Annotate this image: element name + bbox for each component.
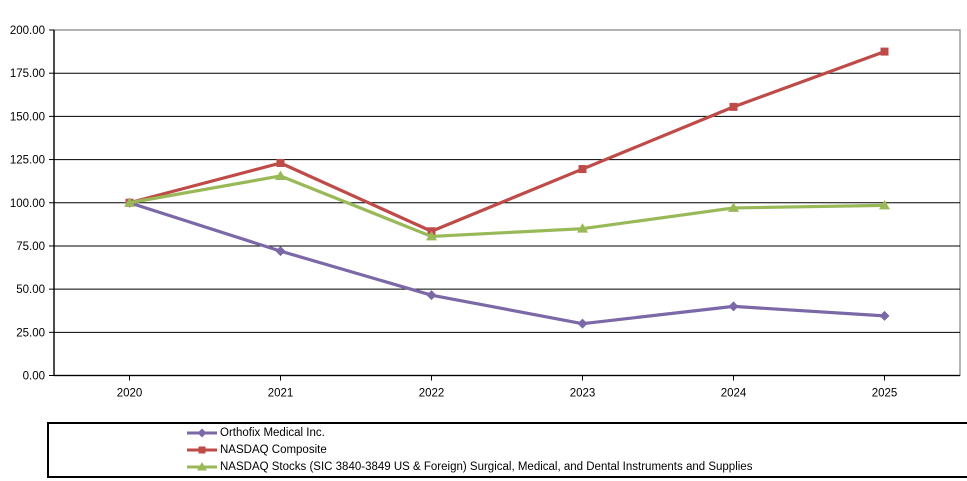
legend-label: Orthofix Medical Inc. [220, 426, 325, 439]
square-line-marker-icon [186, 444, 218, 456]
svg-text:0.00: 0.00 [23, 371, 45, 383]
svg-text:50.00: 50.00 [16, 284, 45, 296]
diamond-line-marker-icon [186, 427, 218, 439]
svg-text:175.00: 175.00 [10, 68, 45, 80]
series-line [127, 174, 887, 239]
data-point-marker [426, 290, 437, 301]
data-point-marker [880, 47, 889, 56]
svg-text:150.00: 150.00 [10, 111, 45, 123]
svg-text:2020: 2020 [117, 388, 143, 400]
data-point-marker [577, 223, 588, 233]
svg-text:2024: 2024 [721, 388, 747, 400]
svg-text:2022: 2022 [419, 388, 445, 400]
data-point-marker [275, 170, 286, 180]
svg-text:75.00: 75.00 [16, 241, 45, 253]
svg-text:2025: 2025 [872, 388, 898, 400]
data-point-marker [276, 159, 285, 168]
svg-text:200.00: 200.00 [10, 25, 45, 37]
y-axis-labels: 0.00 25.00 50.00 75.00 100.00 125.00 150.00 175… [10, 25, 45, 383]
gridlines [49, 29, 960, 376]
x-axis-labels: 2020 2021 2022 2023 2024 2025 [117, 375, 898, 400]
data-point-marker [879, 199, 890, 210]
svg-text:2023: 2023 [570, 388, 596, 400]
data-point-marker [124, 197, 135, 207]
legend-item-nasdaq-composite: NASDAQ Composite [186, 442, 967, 459]
data-point-marker [728, 202, 739, 212]
data-point-marker [879, 310, 890, 321]
data-point-marker [426, 230, 437, 241]
legend-label: NASDAQ Composite [220, 443, 327, 456]
data-point-marker [577, 318, 588, 329]
svg-text:125.00: 125.00 [10, 155, 45, 167]
svg-text:100.00: 100.00 [10, 198, 45, 210]
svg-text:2021: 2021 [268, 388, 294, 400]
plot-area: 0.00 25.00 50.00 75.00 100.00 125.00 150.00 175… [10, 25, 961, 400]
legend-label: NASDAQ Stocks (SIC 3840-3849 US & Foreig… [220, 460, 753, 473]
legend-item-nasdaq-sic-stocks: NASDAQ Stocks (SIC 3840-3849 US & Foreig… [186, 459, 967, 476]
series-line [127, 49, 887, 233]
data-point-marker [578, 165, 587, 174]
series-line [127, 201, 887, 326]
svg-text:25.00: 25.00 [16, 327, 45, 339]
data-point-marker [728, 301, 739, 312]
series-2 [124, 170, 890, 241]
chart-legend: Orthofix Medical Inc. NASDAQ Composite N… [47, 422, 967, 478]
data-point-marker [275, 246, 286, 257]
data-point-marker [729, 102, 738, 111]
legend-item-orthofix: Orthofix Medical Inc. [186, 425, 967, 442]
triangle-line-marker-icon [186, 461, 218, 473]
